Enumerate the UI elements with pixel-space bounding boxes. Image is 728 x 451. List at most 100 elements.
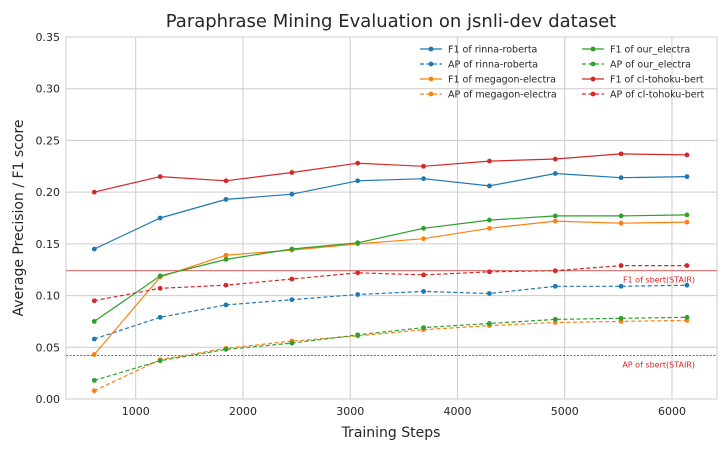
data-point bbox=[91, 298, 97, 304]
data-point bbox=[421, 236, 426, 242]
legend-entry: AP of megagon-electra bbox=[448, 90, 557, 101]
grid bbox=[66, 36, 717, 400]
y-tick-label: 0.20 bbox=[36, 186, 61, 199]
data-point bbox=[421, 163, 426, 169]
data-point bbox=[487, 183, 492, 189]
legend-marker bbox=[428, 46, 434, 52]
series-path bbox=[93, 214, 688, 322]
data-point bbox=[421, 325, 426, 331]
data-point bbox=[223, 282, 229, 288]
reference-lines: F1 of sbert(STAIR) AP of sbert(STAIR) bbox=[66, 270, 717, 370]
series-path bbox=[93, 220, 688, 355]
data-point bbox=[618, 220, 624, 226]
data-point bbox=[552, 218, 558, 224]
data-point bbox=[289, 340, 295, 346]
reference-line-label: F1 of sbert(STAIR) bbox=[623, 276, 695, 285]
data-point bbox=[355, 270, 361, 276]
data-point bbox=[421, 176, 426, 182]
data-point bbox=[355, 178, 361, 184]
y-tick-label: 0.30 bbox=[36, 83, 61, 96]
data-point bbox=[289, 246, 295, 252]
data-point bbox=[421, 225, 426, 231]
data-point bbox=[684, 314, 690, 320]
data-point bbox=[157, 174, 163, 180]
legend-marker bbox=[428, 61, 434, 67]
data-point bbox=[552, 268, 558, 274]
legend-marker bbox=[590, 46, 596, 52]
data-point bbox=[223, 256, 229, 262]
y-tick-label: 0.10 bbox=[36, 290, 61, 303]
series-line bbox=[91, 212, 690, 324]
data-point bbox=[157, 314, 163, 320]
data-point bbox=[355, 332, 361, 338]
legend-marker bbox=[590, 61, 596, 67]
data-point bbox=[223, 196, 229, 202]
series-line bbox=[91, 263, 690, 304]
data-point bbox=[223, 346, 229, 352]
y-tick-label: 0.00 bbox=[36, 393, 61, 406]
series-path bbox=[94, 265, 687, 302]
series-line bbox=[91, 314, 690, 383]
legend-entry: AP of rinna-roberta bbox=[448, 60, 538, 71]
data-point bbox=[289, 276, 295, 282]
series-line bbox=[91, 171, 690, 252]
data-point bbox=[684, 212, 690, 218]
x-tick-label: 6000 bbox=[658, 405, 686, 418]
y-tick-label: 0.35 bbox=[36, 31, 61, 44]
legend-entry: F1 of megagon-electra bbox=[448, 75, 556, 86]
data-point bbox=[618, 213, 624, 219]
data-point bbox=[289, 191, 295, 197]
data-point bbox=[157, 215, 163, 221]
series-line bbox=[91, 151, 690, 195]
data-point bbox=[552, 283, 558, 289]
series-path bbox=[94, 316, 688, 381]
x-tick-label: 2000 bbox=[229, 405, 257, 418]
legend-entry: F1 of rinna-roberta bbox=[448, 45, 537, 56]
data-point bbox=[91, 319, 97, 324]
data-point bbox=[487, 158, 492, 164]
y-axis-label: Average Precision / F1 score bbox=[11, 119, 27, 316]
data-point bbox=[487, 269, 492, 275]
plot-area bbox=[65, 36, 718, 400]
reference-line-label: AP of sbert(STAIR) bbox=[622, 361, 695, 370]
series-path bbox=[94, 153, 688, 193]
legend-marker bbox=[590, 76, 596, 82]
series-group bbox=[91, 151, 690, 394]
data-point bbox=[91, 377, 97, 383]
data-point bbox=[684, 263, 690, 268]
data-point bbox=[355, 240, 361, 246]
series-path bbox=[94, 284, 688, 340]
x-tick-label: 1000 bbox=[122, 405, 150, 418]
data-point bbox=[618, 263, 624, 268]
data-point bbox=[91, 388, 97, 394]
y-tick-label: 0.05 bbox=[36, 341, 61, 354]
series-line bbox=[91, 282, 690, 342]
data-point bbox=[552, 156, 558, 162]
tick-labels: 1000 2000 3000 4000 5000 6000 0.00 0.05 0.10 0.15… bbox=[36, 31, 686, 418]
y-tick-label: 0.25 bbox=[36, 134, 61, 147]
data-point bbox=[289, 170, 295, 175]
data-point bbox=[618, 283, 624, 289]
legend-entry: F1 of our_electra bbox=[610, 45, 690, 56]
legend-marker bbox=[590, 91, 596, 97]
data-point bbox=[355, 292, 361, 297]
data-point bbox=[421, 272, 426, 278]
data-point bbox=[223, 178, 229, 184]
data-point bbox=[91, 246, 97, 252]
data-point bbox=[618, 315, 624, 321]
series-path bbox=[94, 172, 688, 250]
data-point bbox=[684, 282, 690, 288]
x-tick-label: 4000 bbox=[443, 405, 471, 418]
y-tick-label: 0.15 bbox=[36, 238, 61, 251]
legend-entry: F1 of cl-tohoku-bert bbox=[610, 75, 704, 86]
legend: F1 of rinna-roberta AP of rinna-roberta F1… bbox=[420, 45, 705, 101]
legend-marker bbox=[428, 91, 434, 97]
data-point bbox=[157, 358, 163, 364]
data-point bbox=[552, 213, 558, 219]
data-point bbox=[684, 219, 690, 225]
data-point bbox=[289, 297, 295, 303]
legend-marker bbox=[428, 76, 434, 82]
series-path bbox=[94, 319, 688, 392]
data-point bbox=[552, 316, 558, 322]
